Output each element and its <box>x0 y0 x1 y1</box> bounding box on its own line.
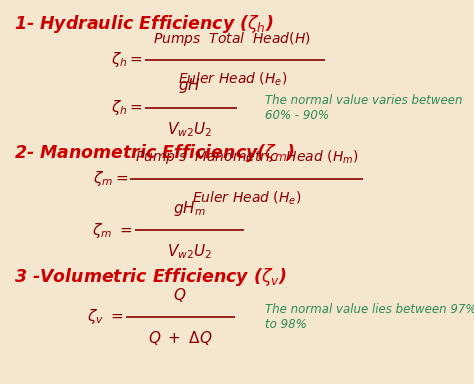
Text: $\mathit{Pumps \ \ Total \ \ Head(H)}$: $\mathit{Pumps \ \ Total \ \ Head(H)}$ <box>154 30 311 48</box>
Text: $\mathit{\zeta_h}=$: $\mathit{\zeta_h}=$ <box>110 98 142 117</box>
Text: 3 -Volumetric Efficiency ($\mathit{\zeta_v}$): 3 -Volumetric Efficiency ($\mathit{\zeta… <box>14 266 287 288</box>
Text: $\mathit{Euler \ Head \ (H_e)}$: $\mathit{Euler \ Head \ (H_e)}$ <box>178 71 287 88</box>
Text: $\mathit{gH_{m}}$: $\mathit{gH_{m}}$ <box>173 199 206 218</box>
Text: 1- Hydraulic Efficiency ($\mathit{\zeta_h}$): 1- Hydraulic Efficiency ($\mathit{\zeta_… <box>14 13 274 35</box>
Text: $\mathit{gH}$: $\mathit{gH}$ <box>178 76 201 95</box>
Text: $\mathit{Q \ + \ \Delta Q}$: $\mathit{Q \ + \ \Delta Q}$ <box>148 329 212 348</box>
Text: $\mathit{\zeta_h}=$: $\mathit{\zeta_h}=$ <box>110 50 142 69</box>
Text: $\mathit{\zeta_m \ }=$: $\mathit{\zeta_m \ }=$ <box>92 221 133 240</box>
Text: $\mathit{\zeta_v \ }=$: $\mathit{\zeta_v \ }=$ <box>87 307 123 326</box>
Text: 2- Manometric Efficiency($\mathit{\zeta_m}$): 2- Manometric Efficiency($\mathit{\zeta_… <box>14 142 295 164</box>
Text: $\mathit{V_{w2}U_2}$: $\mathit{V_{w2}U_2}$ <box>167 120 212 139</box>
Text: The normal value varies between
60% - 90%: The normal value varies between 60% - 90… <box>265 94 463 121</box>
Text: $\mathit{Euler \ Head \ (H_e)}$: $\mathit{Euler \ Head \ (H_e)}$ <box>192 190 301 207</box>
Text: The normal value lies between 97%
to 98%: The normal value lies between 97% to 98% <box>265 303 474 331</box>
Text: $\mathit{Q}$: $\mathit{Q}$ <box>173 286 187 304</box>
Text: $\mathit{Pump's \ \ Manometric \ \ Head \ (H_m)}$: $\mathit{Pump's \ \ Manometric \ \ Head … <box>135 149 358 167</box>
Text: $\mathit{\zeta_m}=$: $\mathit{\zeta_m}=$ <box>93 169 128 188</box>
Text: $\mathit{V_{w2}U_2}$: $\mathit{V_{w2}U_2}$ <box>167 243 212 262</box>
